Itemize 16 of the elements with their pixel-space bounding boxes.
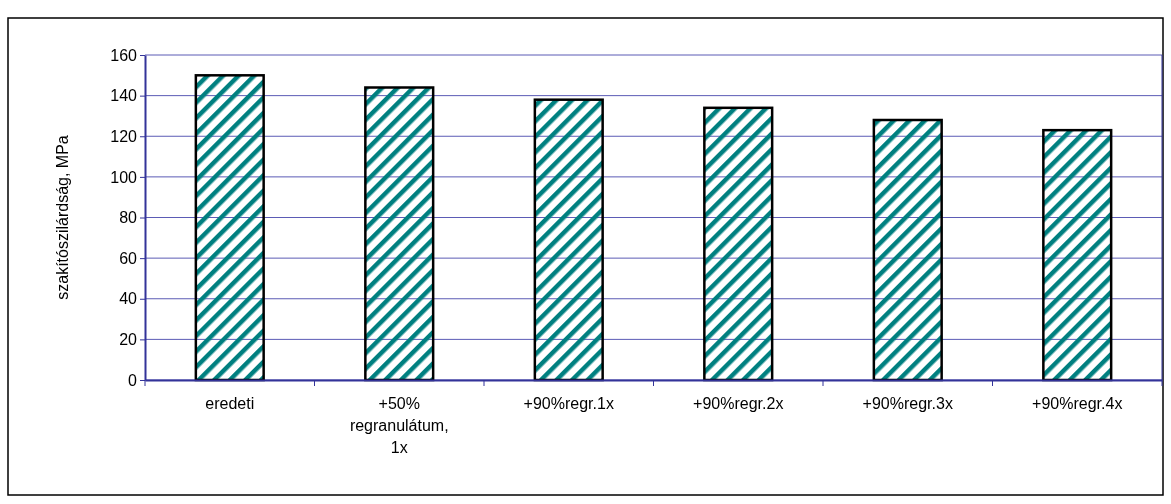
y-tick-label: 60 [119, 249, 138, 267]
y-tick-label: 0 [128, 371, 138, 389]
x-tick-label: +90%regr.3x [862, 395, 953, 413]
x-tick-label: +50% regranulátum, 1x [349, 395, 449, 456]
x-tick-label: +90%regr.4x [1032, 395, 1123, 413]
y-tick-label: 40 [119, 290, 138, 308]
y-tick-label: 100 [110, 168, 138, 186]
y-tick-label: 80 [119, 209, 138, 227]
y-axis-title: szakítószilárdság, MPa [54, 135, 71, 300]
x-tick-label: +90%regr.2x [693, 395, 784, 413]
y-tick-label: 160 [110, 46, 138, 64]
x-tick-label: eredeti [205, 395, 255, 413]
y-tick-label: 140 [110, 87, 138, 105]
y-tick-label: 20 [119, 330, 138, 348]
x-tick-label: +90%regr.1x [523, 395, 614, 413]
y-tick-label: 120 [110, 127, 138, 145]
